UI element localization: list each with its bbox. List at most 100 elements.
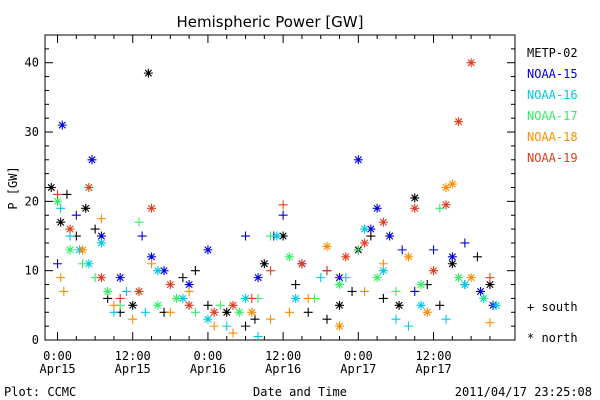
south-point	[228, 328, 238, 338]
north-point	[87, 155, 97, 165]
north-point	[222, 307, 232, 317]
north-point	[81, 203, 91, 213]
x-axis-label: Date and Time	[253, 385, 347, 399]
north-point	[84, 183, 94, 192]
north-point	[410, 203, 420, 213]
north-point	[447, 259, 457, 269]
x-tick-label-date: Apr17	[415, 362, 451, 376]
north-point	[454, 273, 464, 283]
series-metp-02	[46, 68, 495, 331]
x-tick-label-date: Apr16	[190, 362, 226, 376]
south-point	[165, 307, 175, 317]
north-point	[360, 238, 370, 248]
north-point	[272, 231, 282, 241]
south-point	[284, 307, 294, 317]
chart-title: Hemispheric Power [GW]	[177, 13, 364, 31]
south-point	[485, 318, 495, 328]
series-noaa-19	[53, 58, 495, 317]
north-point	[441, 183, 451, 192]
legend-entry: METP-02	[527, 46, 578, 60]
south-point	[472, 252, 482, 262]
south-point	[115, 293, 125, 303]
north-point	[378, 266, 388, 276]
north-point	[284, 252, 294, 262]
north-point	[335, 280, 345, 290]
south-point	[266, 266, 276, 276]
north-point	[422, 307, 432, 317]
north-point	[291, 293, 301, 303]
south-point	[347, 286, 357, 296]
x-tick-label-time: 12:00	[415, 349, 451, 363]
south-point	[137, 231, 147, 241]
south-point	[121, 286, 131, 296]
north-point	[441, 200, 451, 210]
north-point	[147, 203, 157, 213]
north-point	[234, 307, 244, 317]
x-tick-label-time: 12:00	[115, 349, 151, 363]
south-point	[190, 307, 200, 317]
south-point	[184, 286, 194, 296]
north-point	[209, 307, 219, 317]
north-point	[228, 300, 238, 310]
south-point	[241, 321, 251, 331]
north-point	[147, 252, 157, 262]
legend-symbol-north: * north	[527, 331, 578, 345]
x-tick-label-time: 12:00	[265, 349, 301, 363]
south-point	[479, 293, 489, 303]
north-point	[403, 252, 413, 262]
north-point	[143, 68, 153, 78]
north-point	[241, 293, 251, 303]
south-point	[266, 231, 276, 241]
x-tick-label-time: 0:00	[43, 349, 72, 363]
north-point	[178, 293, 188, 303]
north-point	[372, 203, 382, 213]
legend-symbol-south: + south	[527, 300, 578, 314]
south-point	[96, 214, 106, 224]
legend-entry: NOAA-18	[527, 130, 578, 144]
north-point	[335, 321, 345, 331]
south-point	[291, 280, 301, 290]
north-point	[96, 231, 106, 241]
x-tick-label-date: Apr17	[340, 362, 376, 376]
plot-timestamp: 2011/04/17 23:25:08	[455, 385, 592, 399]
north-point	[65, 224, 75, 234]
south-point	[56, 273, 66, 283]
north-point	[96, 273, 106, 283]
south-point	[266, 314, 276, 324]
series-noaa-17	[53, 196, 489, 317]
legend: METP-02 NOAA-15 NOAA-16 NOAA-17 NOAA-18 NOAA-…	[527, 46, 578, 345]
x-tick-label-date: Apr15	[115, 362, 151, 376]
north-point	[153, 300, 163, 310]
x-tick-label-time: 0:00	[344, 349, 373, 363]
y-tick-label: 0	[32, 333, 39, 347]
north-point	[203, 314, 213, 324]
south-point	[62, 189, 72, 199]
south-point	[485, 273, 495, 283]
south-point	[303, 307, 313, 317]
plot-credit: Plot: CCMC	[4, 385, 76, 399]
south-point	[353, 245, 363, 255]
north-point	[46, 183, 56, 192]
north-point	[378, 217, 388, 227]
north-point	[429, 266, 439, 276]
y-axis: 0 10 20 30 40	[25, 48, 515, 347]
north-point	[341, 252, 351, 262]
south-point	[391, 286, 401, 296]
north-point	[447, 252, 457, 262]
north-point	[485, 280, 495, 290]
north-point	[84, 259, 94, 269]
north-point	[57, 120, 67, 130]
south-point	[140, 307, 150, 317]
north-point	[476, 286, 486, 296]
south-point	[360, 286, 370, 296]
south-point	[203, 300, 213, 310]
north-point	[103, 286, 113, 296]
south-point	[209, 321, 219, 331]
south-point	[322, 314, 332, 324]
south-point	[429, 245, 439, 255]
south-point	[303, 293, 313, 303]
south-point	[128, 314, 138, 324]
south-point	[378, 259, 388, 269]
south-point	[241, 231, 251, 241]
legend-entry: NOAA-16	[527, 88, 578, 102]
